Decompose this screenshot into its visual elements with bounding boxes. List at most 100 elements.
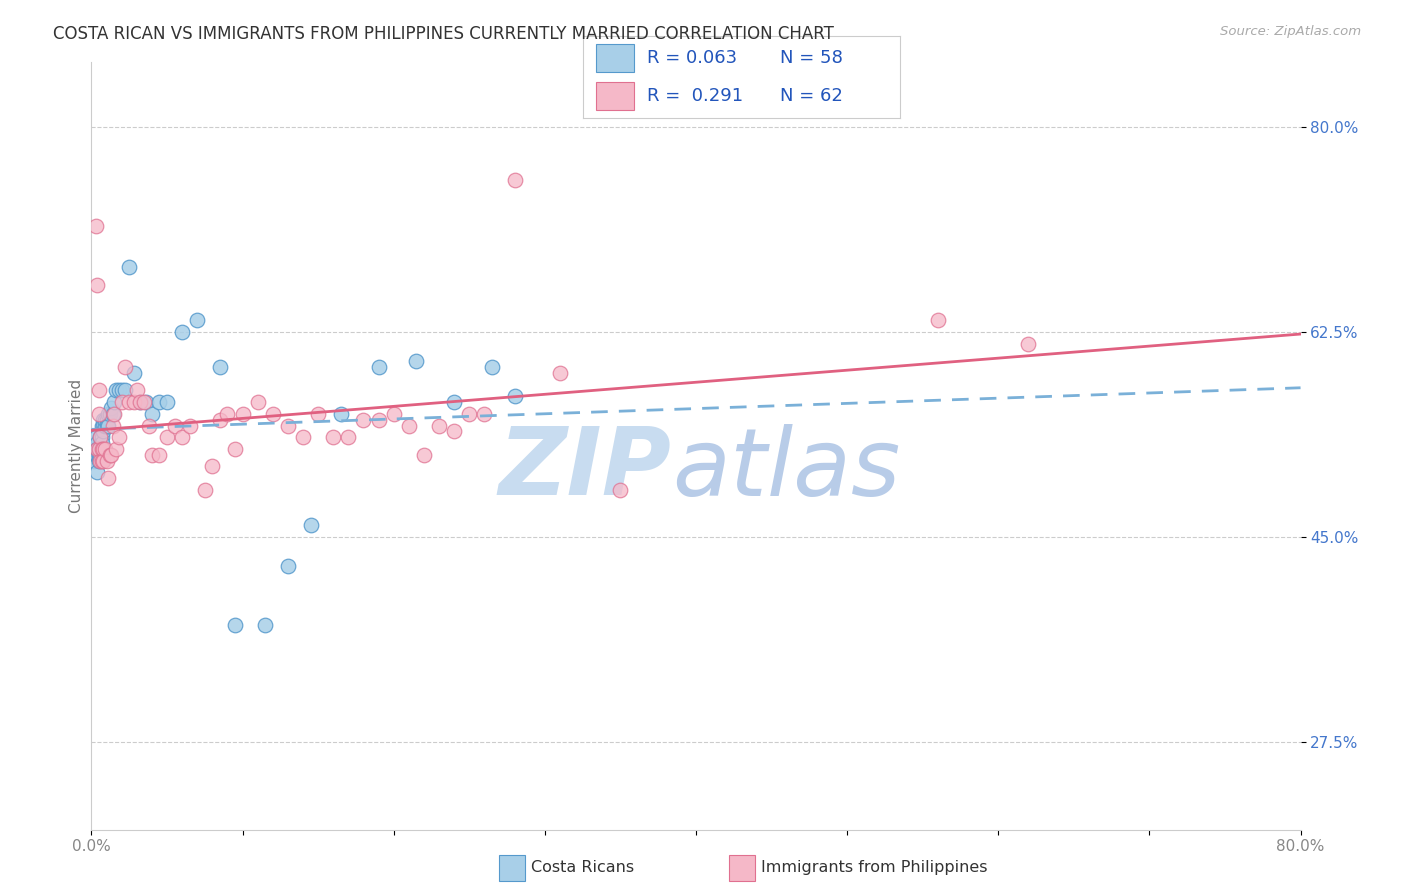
Point xyxy=(86,436,108,450)
Point xyxy=(329,407,352,421)
Point xyxy=(91,430,114,444)
Text: N = 58: N = 58 xyxy=(779,49,842,67)
Point xyxy=(138,418,160,433)
Point xyxy=(427,418,450,433)
Point xyxy=(277,418,299,433)
Point xyxy=(87,442,110,456)
Point xyxy=(443,425,465,439)
Point xyxy=(503,389,526,403)
Text: COSTA RICAN VS IMMIGRANTS FROM PHILIPPINES CURRENTLY MARRIED CORRELATION CHART: COSTA RICAN VS IMMIGRANTS FROM PHILIPPIN… xyxy=(53,25,834,43)
Point xyxy=(186,313,208,327)
Point xyxy=(277,559,299,574)
Point xyxy=(262,407,284,421)
Point xyxy=(97,418,120,433)
Point xyxy=(96,412,118,426)
Point xyxy=(382,407,405,421)
Point xyxy=(93,425,115,439)
Point xyxy=(83,453,105,467)
Point xyxy=(128,395,150,409)
Point xyxy=(89,453,111,467)
Point xyxy=(97,471,120,485)
Text: N = 62: N = 62 xyxy=(779,87,842,104)
Point xyxy=(172,325,194,339)
Point xyxy=(100,448,122,462)
Point xyxy=(100,401,122,415)
Text: Immigrants from Philippines: Immigrants from Philippines xyxy=(762,861,988,875)
Point xyxy=(307,407,329,421)
Point xyxy=(107,384,129,398)
Point xyxy=(91,436,114,450)
Point xyxy=(87,442,110,456)
Point xyxy=(148,448,170,462)
Point xyxy=(91,442,114,456)
Point xyxy=(458,407,481,421)
Bar xyxy=(596,44,634,71)
Point xyxy=(134,395,156,409)
Point xyxy=(246,395,269,409)
Point xyxy=(122,366,145,380)
Point xyxy=(87,442,110,456)
Point xyxy=(156,395,179,409)
Point xyxy=(89,442,111,456)
Point xyxy=(125,384,148,398)
Point xyxy=(128,395,150,409)
Point xyxy=(208,359,231,374)
Point xyxy=(398,418,420,433)
Point xyxy=(405,354,427,368)
Point xyxy=(111,384,132,398)
Point xyxy=(84,442,107,456)
Text: Source: ZipAtlas.com: Source: ZipAtlas.com xyxy=(1220,25,1361,38)
Point xyxy=(114,359,136,374)
Point xyxy=(503,172,526,186)
Point xyxy=(201,459,224,474)
Point xyxy=(84,219,107,234)
Point xyxy=(104,442,127,456)
Point xyxy=(172,430,194,444)
Point xyxy=(299,518,322,533)
Point xyxy=(87,448,110,462)
Point xyxy=(93,453,115,467)
Point xyxy=(367,359,389,374)
Point xyxy=(927,313,949,327)
Point xyxy=(86,466,108,480)
Point xyxy=(93,418,115,433)
Point xyxy=(94,412,117,426)
Point xyxy=(118,260,141,275)
Point xyxy=(141,448,163,462)
Point xyxy=(103,395,125,409)
Point xyxy=(86,442,108,456)
Point xyxy=(93,442,115,456)
Point xyxy=(87,384,110,398)
Text: atlas: atlas xyxy=(672,424,900,515)
Point xyxy=(472,407,495,421)
Point xyxy=(1018,336,1040,351)
Point xyxy=(352,412,374,426)
Point xyxy=(107,430,129,444)
Point xyxy=(86,448,108,462)
Y-axis label: Currently Married: Currently Married xyxy=(69,379,84,513)
Point xyxy=(93,412,115,426)
Point xyxy=(122,395,145,409)
Point xyxy=(91,453,114,467)
Point xyxy=(89,430,111,444)
Point xyxy=(135,395,157,409)
Point xyxy=(89,442,111,456)
Point xyxy=(86,277,108,292)
Point xyxy=(89,430,111,444)
Point xyxy=(86,442,108,456)
Text: R =  0.291: R = 0.291 xyxy=(647,87,742,104)
Point xyxy=(98,448,121,462)
Point xyxy=(118,395,141,409)
Point xyxy=(548,366,571,380)
Point xyxy=(96,453,118,467)
Point xyxy=(163,418,186,433)
Point xyxy=(443,395,465,409)
Point xyxy=(94,442,117,456)
Point xyxy=(292,430,315,444)
Point xyxy=(91,442,114,456)
Point xyxy=(87,448,110,462)
Point xyxy=(194,483,217,497)
Point xyxy=(208,412,231,426)
Point xyxy=(89,448,111,462)
Point xyxy=(481,359,503,374)
